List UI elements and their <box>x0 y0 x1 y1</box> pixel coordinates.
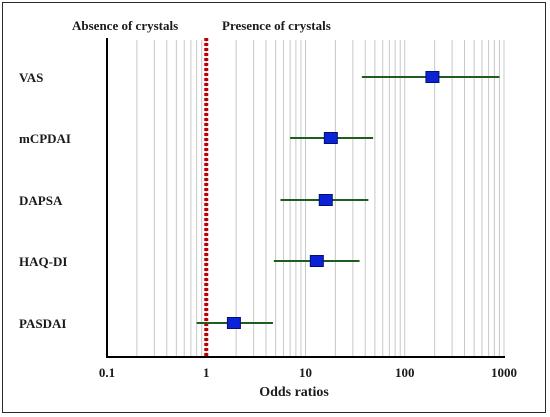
row-label: mCPDAI <box>19 131 71 146</box>
x-tick-label: 10 <box>299 365 312 380</box>
row-label: HAQ-DI <box>19 254 67 269</box>
x-tick-label: 0.1 <box>99 365 115 380</box>
odds-ratio-marker <box>323 132 338 144</box>
row-haq-di: HAQ-DI <box>19 254 360 269</box>
row-label: VAS <box>19 70 43 85</box>
x-tick-label: 1000 <box>491 365 517 380</box>
row-label: PASDAI <box>19 316 66 331</box>
x-tick-label: 100 <box>395 365 415 380</box>
x-axis-label: Odds ratios <box>259 385 329 400</box>
data-rows: VAS mCPDAI DAPSA HAQ-DI PASDAI <box>19 70 500 331</box>
odds-ratio-marker <box>318 194 333 206</box>
row-label: DAPSA <box>19 193 63 208</box>
tick-labels: 0.1 1 10 100 1000 <box>99 365 517 380</box>
x-tick-label: 1 <box>203 365 210 380</box>
row-vas: VAS <box>19 70 500 85</box>
odds-ratio-marker <box>226 317 241 329</box>
odds-ratio-marker <box>425 71 440 83</box>
chart-frame <box>2 2 546 413</box>
header-presence: Presence of crystals <box>222 18 331 33</box>
row-mcpdai: mCPDAI <box>19 131 374 146</box>
gridlines <box>106 40 505 357</box>
row-pasdai: PASDAI <box>19 316 273 331</box>
header-absence: Absence of crystals <box>72 18 178 33</box>
odds-ratio-marker <box>309 255 324 267</box>
row-dapsa: DAPSA <box>19 193 369 208</box>
axes <box>106 38 505 358</box>
